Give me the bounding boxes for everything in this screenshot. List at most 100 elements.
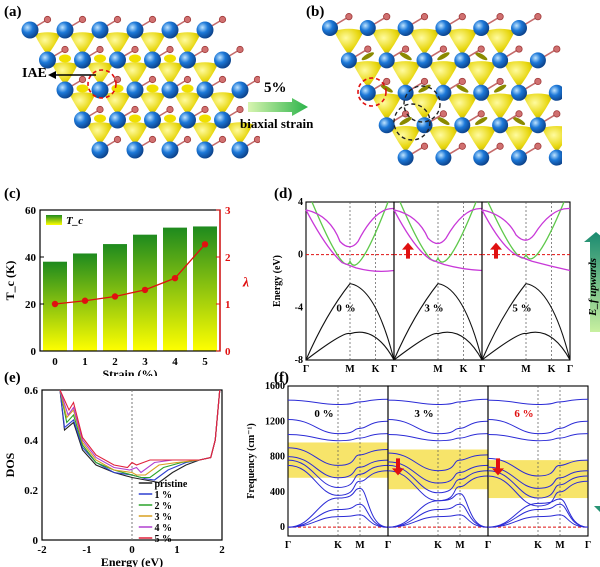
charge-density-blob — [352, 61, 383, 88]
x-tick-label: 2 — [219, 544, 225, 556]
small-atom — [148, 15, 157, 24]
metal-atom — [454, 117, 471, 134]
lambda-point — [51, 300, 59, 308]
phonon-branch — [487, 503, 589, 528]
k-label: Γ — [391, 364, 397, 374]
charge-density-blob — [104, 32, 131, 55]
small-atom — [515, 110, 523, 118]
side-arrow-label: E_f upwards — [587, 258, 599, 317]
charge-density-blob — [409, 93, 440, 120]
phonon-branch — [387, 514, 489, 528]
y-tick-label: 0 — [298, 250, 303, 261]
charge-density-blob — [192, 62, 218, 85]
metal-atom — [109, 51, 126, 69]
iae-sliver — [437, 117, 450, 125]
charge-density-blob — [69, 32, 96, 55]
charge-density-blob — [504, 61, 534, 88]
k-label: Γ — [391, 364, 397, 374]
phonon-branch — [487, 466, 589, 489]
metal-atom — [511, 149, 527, 166]
small-atom — [383, 77, 391, 86]
small-atom — [458, 77, 466, 86]
small-atom — [148, 135, 157, 144]
charge-density-blob — [371, 28, 402, 55]
metal-atom — [56, 21, 74, 39]
lambda-point — [81, 297, 89, 304]
band-black — [481, 283, 571, 361]
phonon-branch — [387, 470, 489, 502]
strain-label: 6 % — [514, 408, 533, 420]
k-label: Γ — [567, 364, 573, 374]
charge-density-blob — [209, 92, 236, 115]
small-atom — [218, 75, 227, 84]
phonon-branch — [387, 464, 489, 494]
legend-swatch — [46, 215, 62, 225]
metal-atom — [161, 21, 179, 39]
k-label: Γ — [303, 364, 309, 374]
charge-density-blob — [139, 92, 166, 115]
k-label: Γ — [485, 540, 491, 551]
legend-label: 2 % — [155, 501, 173, 512]
band-green — [399, 201, 477, 263]
charge-density-blob — [390, 61, 421, 88]
side-arrow-down — [594, 396, 600, 512]
charge-density-blob — [157, 62, 183, 85]
y-tick-label: 40 — [25, 252, 37, 264]
metal-atom — [214, 111, 231, 129]
y-axis-label: T_c (K) — [3, 261, 17, 301]
metal-atom — [74, 111, 91, 129]
y-tick-label-right: 2 — [225, 252, 231, 264]
iae-blob — [94, 54, 106, 63]
charge-density-blob — [522, 93, 553, 120]
y-axis-label: Frequency (cm⁻¹) — [246, 423, 257, 499]
small-atom — [496, 142, 504, 150]
metal-atom — [196, 141, 214, 159]
small-atom — [201, 105, 209, 114]
y-tick-label: 800 — [270, 452, 285, 463]
charge-density-blob — [447, 93, 478, 120]
charge-density-blob — [333, 28, 364, 55]
phonon-branch — [287, 503, 389, 528]
iae-blob — [164, 54, 176, 63]
y-tick-label: -8 — [295, 355, 303, 366]
lambda-line — [54, 243, 206, 305]
k-label: M — [521, 364, 531, 374]
band-magenta — [305, 207, 395, 248]
iae-sliver — [437, 52, 450, 61]
k-label: Γ — [479, 364, 485, 374]
charge-density-blob — [227, 122, 253, 145]
band-magenta — [481, 207, 571, 241]
small-atom — [218, 135, 227, 144]
k-label: Γ — [585, 540, 591, 551]
metal-atom — [74, 51, 91, 69]
band-black — [393, 331, 483, 361]
charge-density-blob — [541, 125, 562, 153]
metal-atom — [91, 81, 109, 99]
metal-atom — [435, 20, 452, 36]
dos-line — [59, 389, 221, 476]
k-label: K — [434, 540, 442, 551]
iae-sliver — [493, 84, 507, 93]
k-label: M — [455, 540, 465, 551]
phonon-branch — [287, 487, 389, 528]
band-magenta — [481, 209, 571, 272]
k-label: Γ — [285, 540, 291, 551]
x-tick-label: 0 — [129, 544, 135, 556]
crystal-structure-strained — [322, 13, 562, 166]
iae-blob — [129, 114, 141, 123]
panel-label-b: (b) — [306, 4, 325, 20]
phonon-branch — [287, 459, 389, 488]
phonon-branch — [487, 433, 589, 442]
y-tick-label-right: 3 — [225, 205, 231, 217]
small-atom — [420, 142, 429, 150]
iae-sliver — [512, 117, 526, 125]
phonon-chart: Frequency (cm⁻¹) 0 400 800 1200 1600 0 % Γ K M Γ 3 … — [246, 381, 600, 551]
small-atom — [477, 45, 485, 53]
metal-atom — [322, 20, 338, 36]
metal-atom — [231, 141, 249, 159]
metal-atom — [397, 20, 414, 36]
metal-atom — [91, 141, 109, 159]
tc-bar — [163, 227, 187, 351]
k-label: Γ — [479, 364, 485, 374]
small-atom — [131, 105, 139, 114]
